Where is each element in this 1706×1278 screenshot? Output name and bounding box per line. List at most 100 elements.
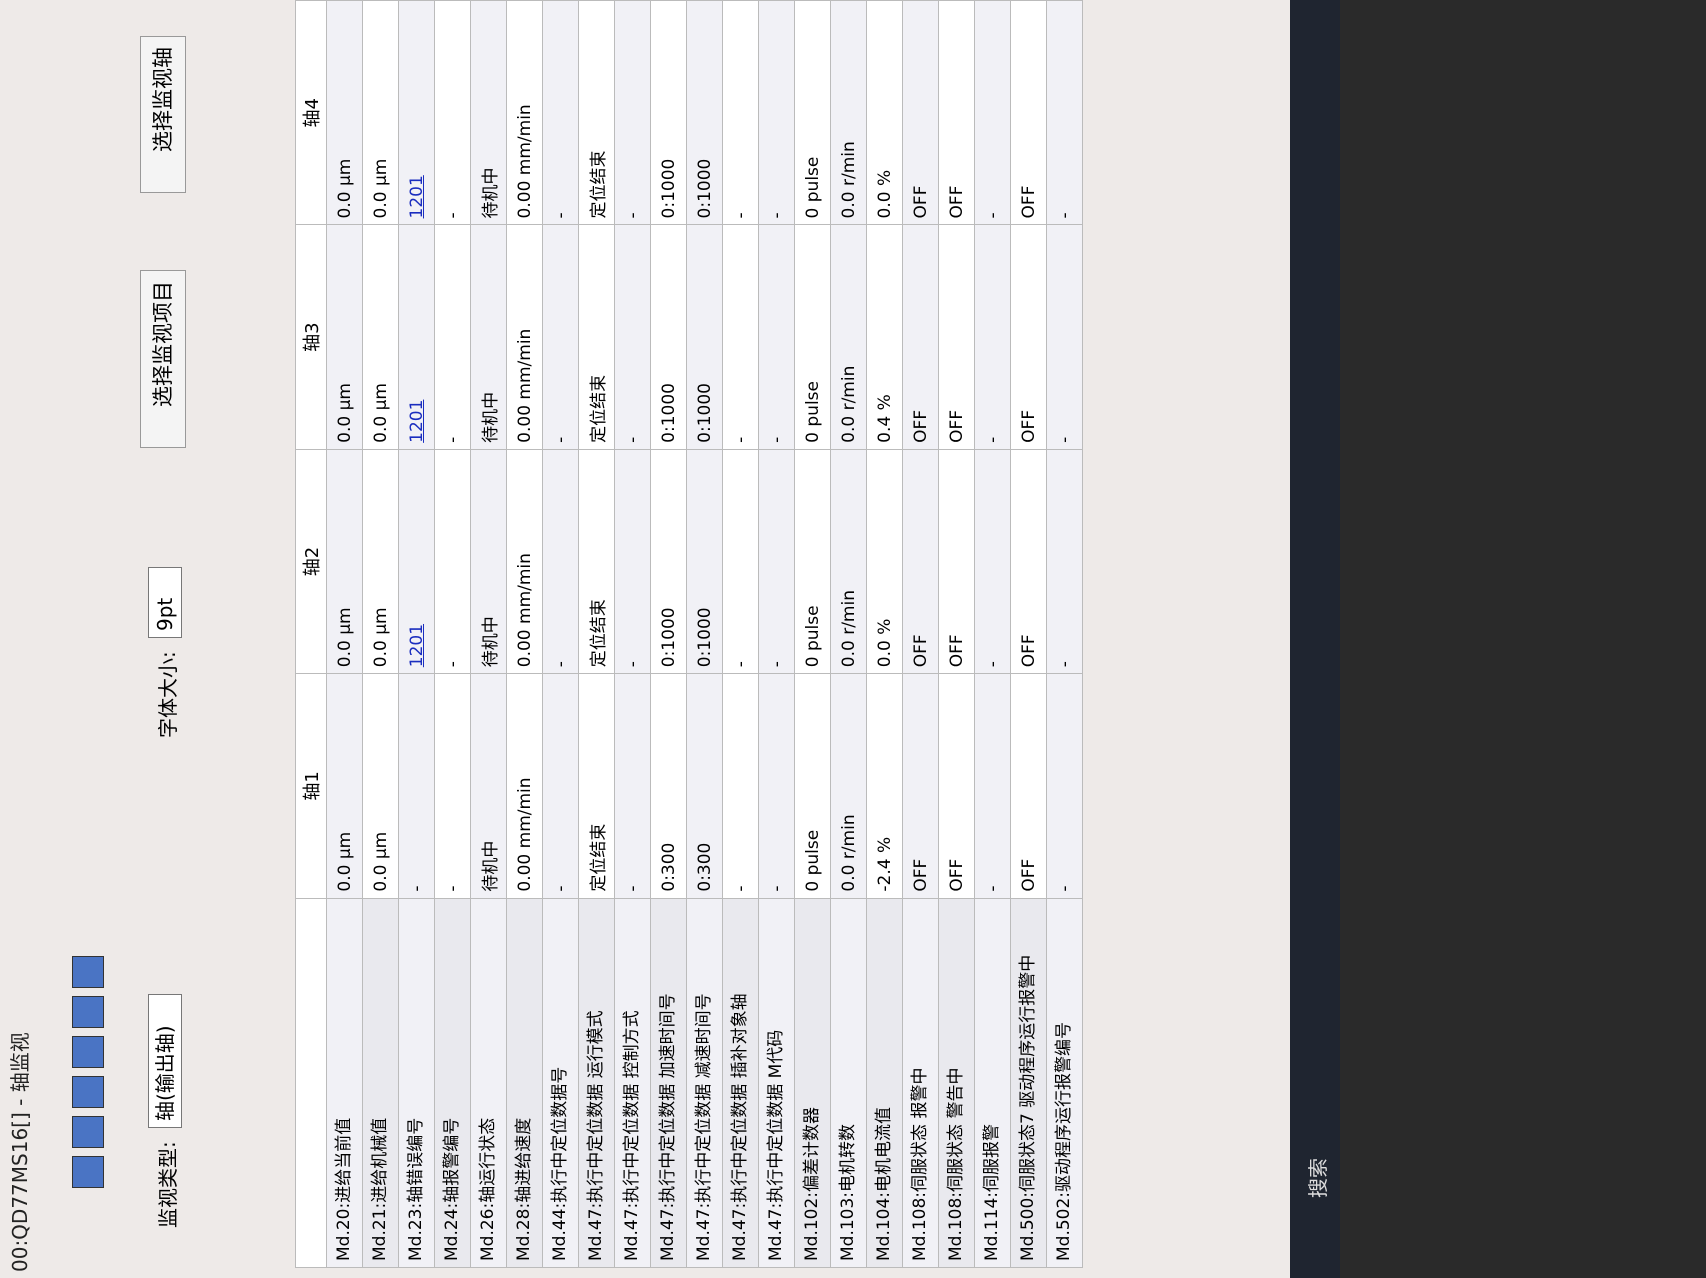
value-cell: - <box>434 224 471 450</box>
table-row: Md.104:电机电流值 -2.4 % 0.0 % 0.4 % 0.0 % <box>866 0 903 1268</box>
window-title: 00:QD77MS16[] - 轴监视 <box>8 1032 32 1272</box>
table-row: Md.102:偏差计数器 0 pulse 0 pulse 0 pulse 0 pulse <box>794 0 831 1268</box>
value-cell: 0.00 mm/min <box>506 0 543 225</box>
value-cell: 定位结束 <box>578 224 615 450</box>
row-label: Md.23:轴错误编号 <box>398 898 435 1268</box>
value-cell: - <box>542 673 579 899</box>
icon[interactable] <box>72 956 104 988</box>
value-cell: 待机中 <box>470 224 507 450</box>
table-row: Md.502:驱动程序运行报警编号 - - - - <box>1046 0 1083 1268</box>
toolbar-icons <box>72 956 112 1188</box>
search[interactable]: 搜索 <box>1306 1158 1330 1198</box>
column-header: 轴3 <box>295 224 327 450</box>
value-cell: 0.00 mm/min <box>506 673 543 899</box>
value-cell: 0.0 r/min <box>830 224 867 450</box>
table-row: Md.28:轴进给速度 0.00 mm/min 0.00 mm/min 0.00 mm… <box>506 0 543 1268</box>
value-cell: 待机中 <box>470 0 507 225</box>
options-bar: 监视类型: 轴(输出轴) 字体大小: 9pt 选择监视项目 选择监视轴 <box>140 0 200 1278</box>
value-cell: OFF <box>938 0 975 225</box>
error-link[interactable]: 1201 <box>406 175 427 219</box>
monitor-table: 轴1 轴2 轴3 轴4 Md.20:进给当前值 0.0 µm 0.0 µm 0.0 µm 0.0… <box>295 0 1083 1268</box>
value-cell: - <box>722 0 759 225</box>
font-size-select[interactable]: 9pt <box>148 566 182 638</box>
table-row: Md.500:伺服状态7 驱动程序运行报警中 OFF OFF OFF OFF <box>1010 0 1047 1268</box>
value-cell: - <box>542 224 579 450</box>
table-row: Md.20:进给当前值 0.0 µm 0.0 µm 0.0 µm 0.0 µm <box>326 0 363 1268</box>
value-cell: OFF <box>1010 0 1047 225</box>
row-label: Md.28:轴进给速度 <box>506 898 543 1268</box>
icon[interactable] <box>72 1156 104 1188</box>
value-cell: 0.00 mm/min <box>506 449 543 674</box>
icon[interactable] <box>72 1116 104 1148</box>
table-row: Md.44:执行中定位数据号 - - - - <box>542 0 579 1268</box>
table-row: Md.47:执行中定位数据 M代码 - - - - <box>758 0 795 1268</box>
row-label: Md.20:进给当前值 <box>326 898 363 1268</box>
table-row: Md.114:伺服报警 - - - - <box>974 0 1011 1268</box>
value-cell: 0 pulse <box>794 0 831 225</box>
value-cell: 0.00 mm/min <box>506 224 543 450</box>
value-cell: 0.0 µm <box>362 0 399 225</box>
row-label: Md.104:电机电流值 <box>866 898 903 1268</box>
row-label: Md.44:执行中定位数据号 <box>542 898 579 1268</box>
value-cell: - <box>722 449 759 674</box>
icon[interactable] <box>72 996 104 1028</box>
value-cell: - <box>974 224 1011 450</box>
select-axes-button[interactable]: 选择监视轴 <box>140 36 186 193</box>
value-cell: - <box>758 0 795 225</box>
error-link[interactable]: 1201 <box>406 399 427 443</box>
value-cell: OFF <box>1010 224 1047 450</box>
row-label: Md.114:伺服报警 <box>974 898 1011 1268</box>
value-cell: 1201 <box>398 449 435 674</box>
row-label: Md.500:伺服状态7 驱动程序运行报警中 <box>1010 898 1047 1268</box>
row-label: Md.47:执行中定位数据 加速时间号 <box>650 898 687 1268</box>
header-cell <box>295 898 327 1268</box>
value-cell: 0.0 µm <box>326 449 363 674</box>
value-cell: - <box>1046 0 1083 225</box>
row-label: Md.108:伺服状态 警告中 <box>938 898 975 1268</box>
value-cell: 0 pulse <box>794 224 831 450</box>
value-cell: 0.0 µm <box>326 224 363 450</box>
table-row: Md.47:执行中定位数据 减速时间号 0:300 0:1000 0:1000 0:10… <box>686 0 723 1268</box>
row-label: Md.47:执行中定位数据 控制方式 <box>614 898 651 1268</box>
value-cell: - <box>1046 449 1083 674</box>
row-label: Md.47:执行中定位数据 运行模式 <box>578 898 615 1268</box>
value-cell: OFF <box>938 673 975 899</box>
row-label: Md.108:伺服状态 报警中 <box>902 898 939 1268</box>
value-cell: OFF <box>938 449 975 674</box>
value-cell: 1201 <box>398 0 435 225</box>
icon[interactable] <box>72 1076 104 1108</box>
row-label: Md.26:轴运行状态 <box>470 898 507 1268</box>
value-cell: 0.0 µm <box>326 673 363 899</box>
select-items-button[interactable]: 选择监视项目 <box>140 270 186 448</box>
row-label: Md.502:驱动程序运行报警编号 <box>1046 898 1083 1268</box>
column-header: 轴4 <box>295 0 327 225</box>
value-cell: 0.0 r/min <box>830 449 867 674</box>
value-cell: 0 pulse <box>794 449 831 674</box>
value-cell: 定位结束 <box>578 0 615 225</box>
value-cell: - <box>758 449 795 674</box>
value-cell: - <box>974 449 1011 674</box>
monitor-type-select[interactable]: 轴(输出轴) <box>148 994 182 1128</box>
value-cell: 0:1000 <box>686 449 723 674</box>
table-row: Md.47:执行中定位数据 运行模式 定位结束 定位结束 定位结束 定位结束 <box>578 0 615 1268</box>
value-cell: 0.0 r/min <box>830 673 867 899</box>
value-cell: - <box>434 673 471 899</box>
value-cell: - <box>722 673 759 899</box>
value-cell: - <box>1046 224 1083 450</box>
value-cell: 0.0 µm <box>362 449 399 674</box>
value-cell: - <box>614 224 651 450</box>
value-cell: 0.0 % <box>866 0 903 225</box>
table-row: Md.47:执行中定位数据 加速时间号 0:300 0:1000 0:1000 0:10… <box>650 0 687 1268</box>
value-cell: - <box>542 0 579 225</box>
value-cell: 0.0 % <box>866 449 903 674</box>
value-cell: - <box>614 0 651 225</box>
value-cell: OFF <box>902 0 939 225</box>
error-link[interactable]: 1201 <box>406 623 427 668</box>
row-label: Md.47:执行中定位数据 减速时间号 <box>686 898 723 1268</box>
value-cell: OFF <box>902 449 939 674</box>
value-cell: - <box>614 673 651 899</box>
icon[interactable] <box>72 1036 104 1068</box>
table-row: Md.21:进给机械值 0.0 µm 0.0 µm 0.0 µm 0.0 µm <box>362 0 399 1268</box>
value-cell: - <box>974 673 1011 899</box>
